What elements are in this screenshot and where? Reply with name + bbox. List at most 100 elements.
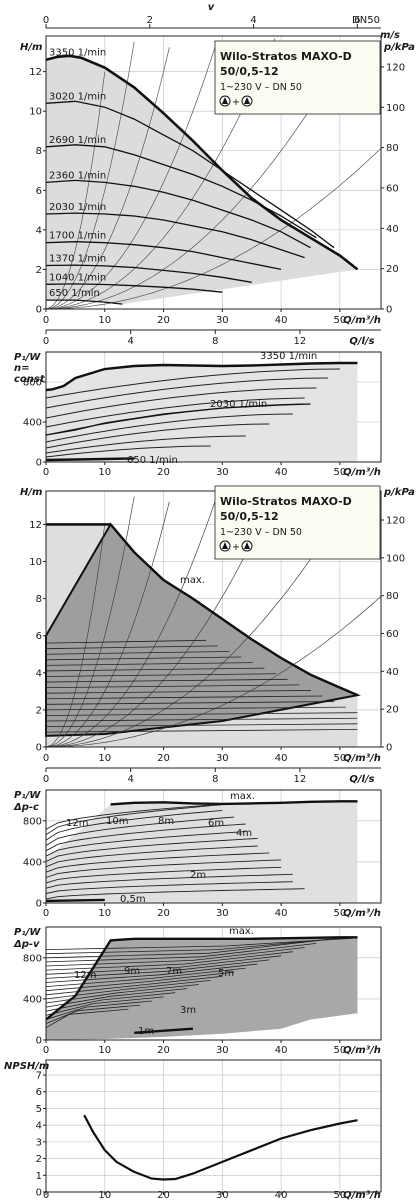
y-tick-label: 8 [36,594,42,605]
npsh-frame [45,1059,382,1193]
speed-curve-650-1-min [46,299,123,305]
velocity-unit-label: m/s [380,30,400,41]
system-curve [45,524,106,748]
control-line [45,728,358,733]
speed-curve-3020-1-min [45,100,335,249]
y-tick-label: 0 [36,458,42,469]
x-axis-label: Q/m³/h [343,1190,381,1200]
dpc-min [45,898,105,903]
dpv-cutout [46,1013,358,1040]
ls-axis-label: Q/l/s [349,336,374,347]
speed-curve-label: 1040 1/min [49,272,106,283]
y-tick-label: 0 [36,899,42,910]
y-tick-label: 4 [36,225,42,236]
y-axis-label-2: Δp-v [13,939,40,950]
speed-curve-label: 1370 1/min [49,253,106,264]
x-tick-label: 0 [43,908,49,919]
dpv-annotation: 5m [218,968,234,979]
x-axis-label: Q/m³/h [343,908,381,919]
y-axis-label-2: n= [14,363,30,374]
y-tick-label: 7 [36,1071,42,1082]
chart-subtitle: 1~230 V – DN 50 [220,82,302,93]
y-axis-label-3: const [14,374,46,385]
y-right-tick-label: 80 [386,591,399,602]
dpc-curve [45,881,293,894]
x-tick-label: 50 [333,467,346,478]
speed-curve-label: 2360 1/min [49,170,106,181]
dpv-curve [45,992,176,1012]
x-tick-label: 40 [275,1045,288,1056]
dpv-max [45,936,358,1021]
control-line [45,684,300,689]
y-right-tick-label: 80 [386,143,399,154]
x-tick-label: 20 [157,1045,170,1056]
title-box [214,485,381,560]
y-right-tick-label: 120 [386,516,405,527]
dpc-annotation: 12m [66,818,88,829]
y-axis-label: H/m [20,42,42,53]
y-tick-label: 2 [36,265,42,276]
speed-curve-label: 1700 1/min [49,231,106,242]
ls-tick-label: 8 [212,336,218,347]
y-tick-label: 0 [36,1036,42,1047]
dpc-curve [45,804,223,836]
power-curve [45,423,270,449]
power-label-3350: 3350 1/min [260,351,317,362]
control-line [45,701,335,705]
y-axis-label: H/m [20,487,42,498]
x-tick-label: 40 [275,467,288,478]
x-tick-label: 30 [216,908,229,919]
y-tick-label: 2 [36,705,42,716]
y-tick-label: 0 [36,1188,42,1199]
velocity-tick-label: 0 [43,15,49,26]
dpc-annotation: 2m [190,870,206,881]
dpv-curve [45,1000,152,1020]
y-right-tick-label: 100 [386,553,405,564]
power-curve [45,413,293,443]
x-tick-label: 20 [157,908,170,919]
chart-subtitle: 1~230 V – DN 50 [220,527,302,538]
speed-curve-1040-1-min [45,283,223,293]
control-line [45,656,242,661]
control-line [45,645,218,650]
dpv-annotation: 12m [74,970,96,981]
y-tick-label: 12 [29,67,42,78]
power-range-fill [46,363,358,462]
y-right-tick-label: 20 [386,705,399,716]
y-axis-label: P₁/W [14,352,41,363]
x-tick-label: 20 [157,467,170,478]
control-line [45,695,323,700]
ls-tick-label: 4 [127,774,133,785]
velocity-tick-label: 6 [354,15,360,26]
x-tick-label: 0 [43,315,49,326]
power-curve [45,368,340,399]
power-curve [45,377,329,409]
x-tick-label: 10 [98,753,111,764]
dpc-curve [45,866,282,884]
dpc-curve [45,816,235,846]
dpc-max [110,800,358,806]
speed-curve-2030-1-min [45,212,305,259]
speed-curve-label: 2690 1/min [49,135,106,146]
system-curve [45,71,106,310]
control-line [45,690,311,694]
dpv-annotation: 7m [166,966,182,977]
speed-curve-1370-1-min [45,264,252,283]
y-right-tick-label: 60 [386,183,399,194]
y-right-tick-label: 100 [386,103,405,114]
npsh-curve [83,1114,358,1181]
x-tick-label: 50 [333,753,346,764]
dpc-fill [46,801,358,903]
p1-dpc-frame [45,789,382,904]
y-right-tick-label: 40 [386,667,399,678]
y-tick-label: 800 [23,953,42,964]
dpv-curve [45,971,235,992]
speed-curve-label: 3350 1/min [49,48,106,59]
x-tick-label: 10 [98,908,111,919]
dpc-curve [45,845,258,868]
y-axis-label: P₁/W [14,790,41,801]
dpv-curve [45,1004,141,1024]
dpc-curve [45,804,211,830]
ls-tick-label: 4 [127,336,133,347]
control-line [45,712,358,716]
